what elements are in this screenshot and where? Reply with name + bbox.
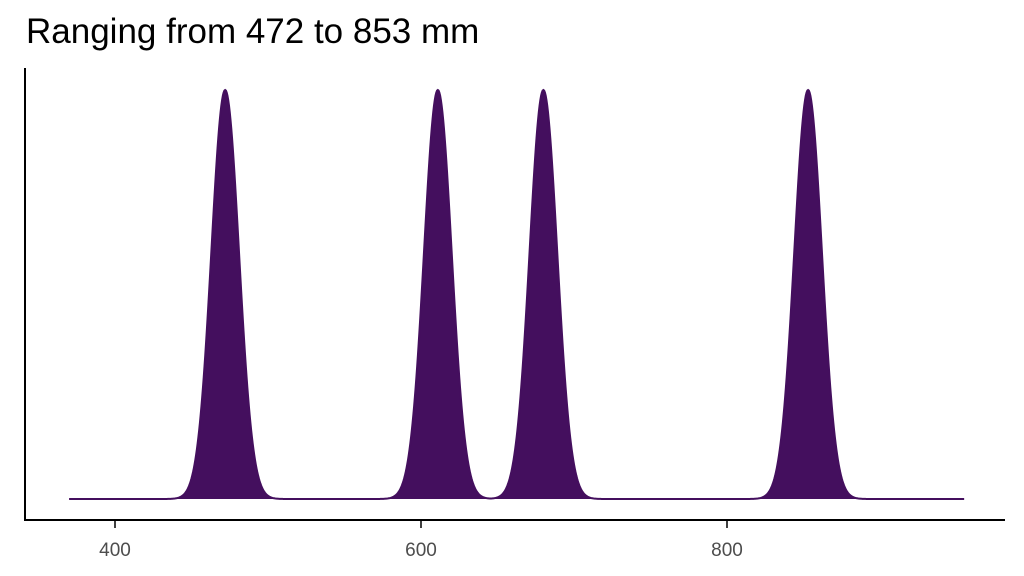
x-tick-label-800: 800 [711, 540, 743, 561]
x-tick-label-600: 600 [405, 540, 437, 561]
peak-472 [224, 89, 226, 91]
chart-title: Ranging from 472 to 853 mm [26, 12, 480, 51]
density-line [69, 88, 965, 500]
peak-611 [437, 89, 439, 91]
peak-680 [542, 89, 544, 91]
plot-marks [69, 88, 965, 500]
x-axis-ticks: 400 600 800 [99, 520, 743, 561]
peak-853 [807, 89, 809, 91]
x-tick-label-400: 400 [99, 540, 131, 561]
